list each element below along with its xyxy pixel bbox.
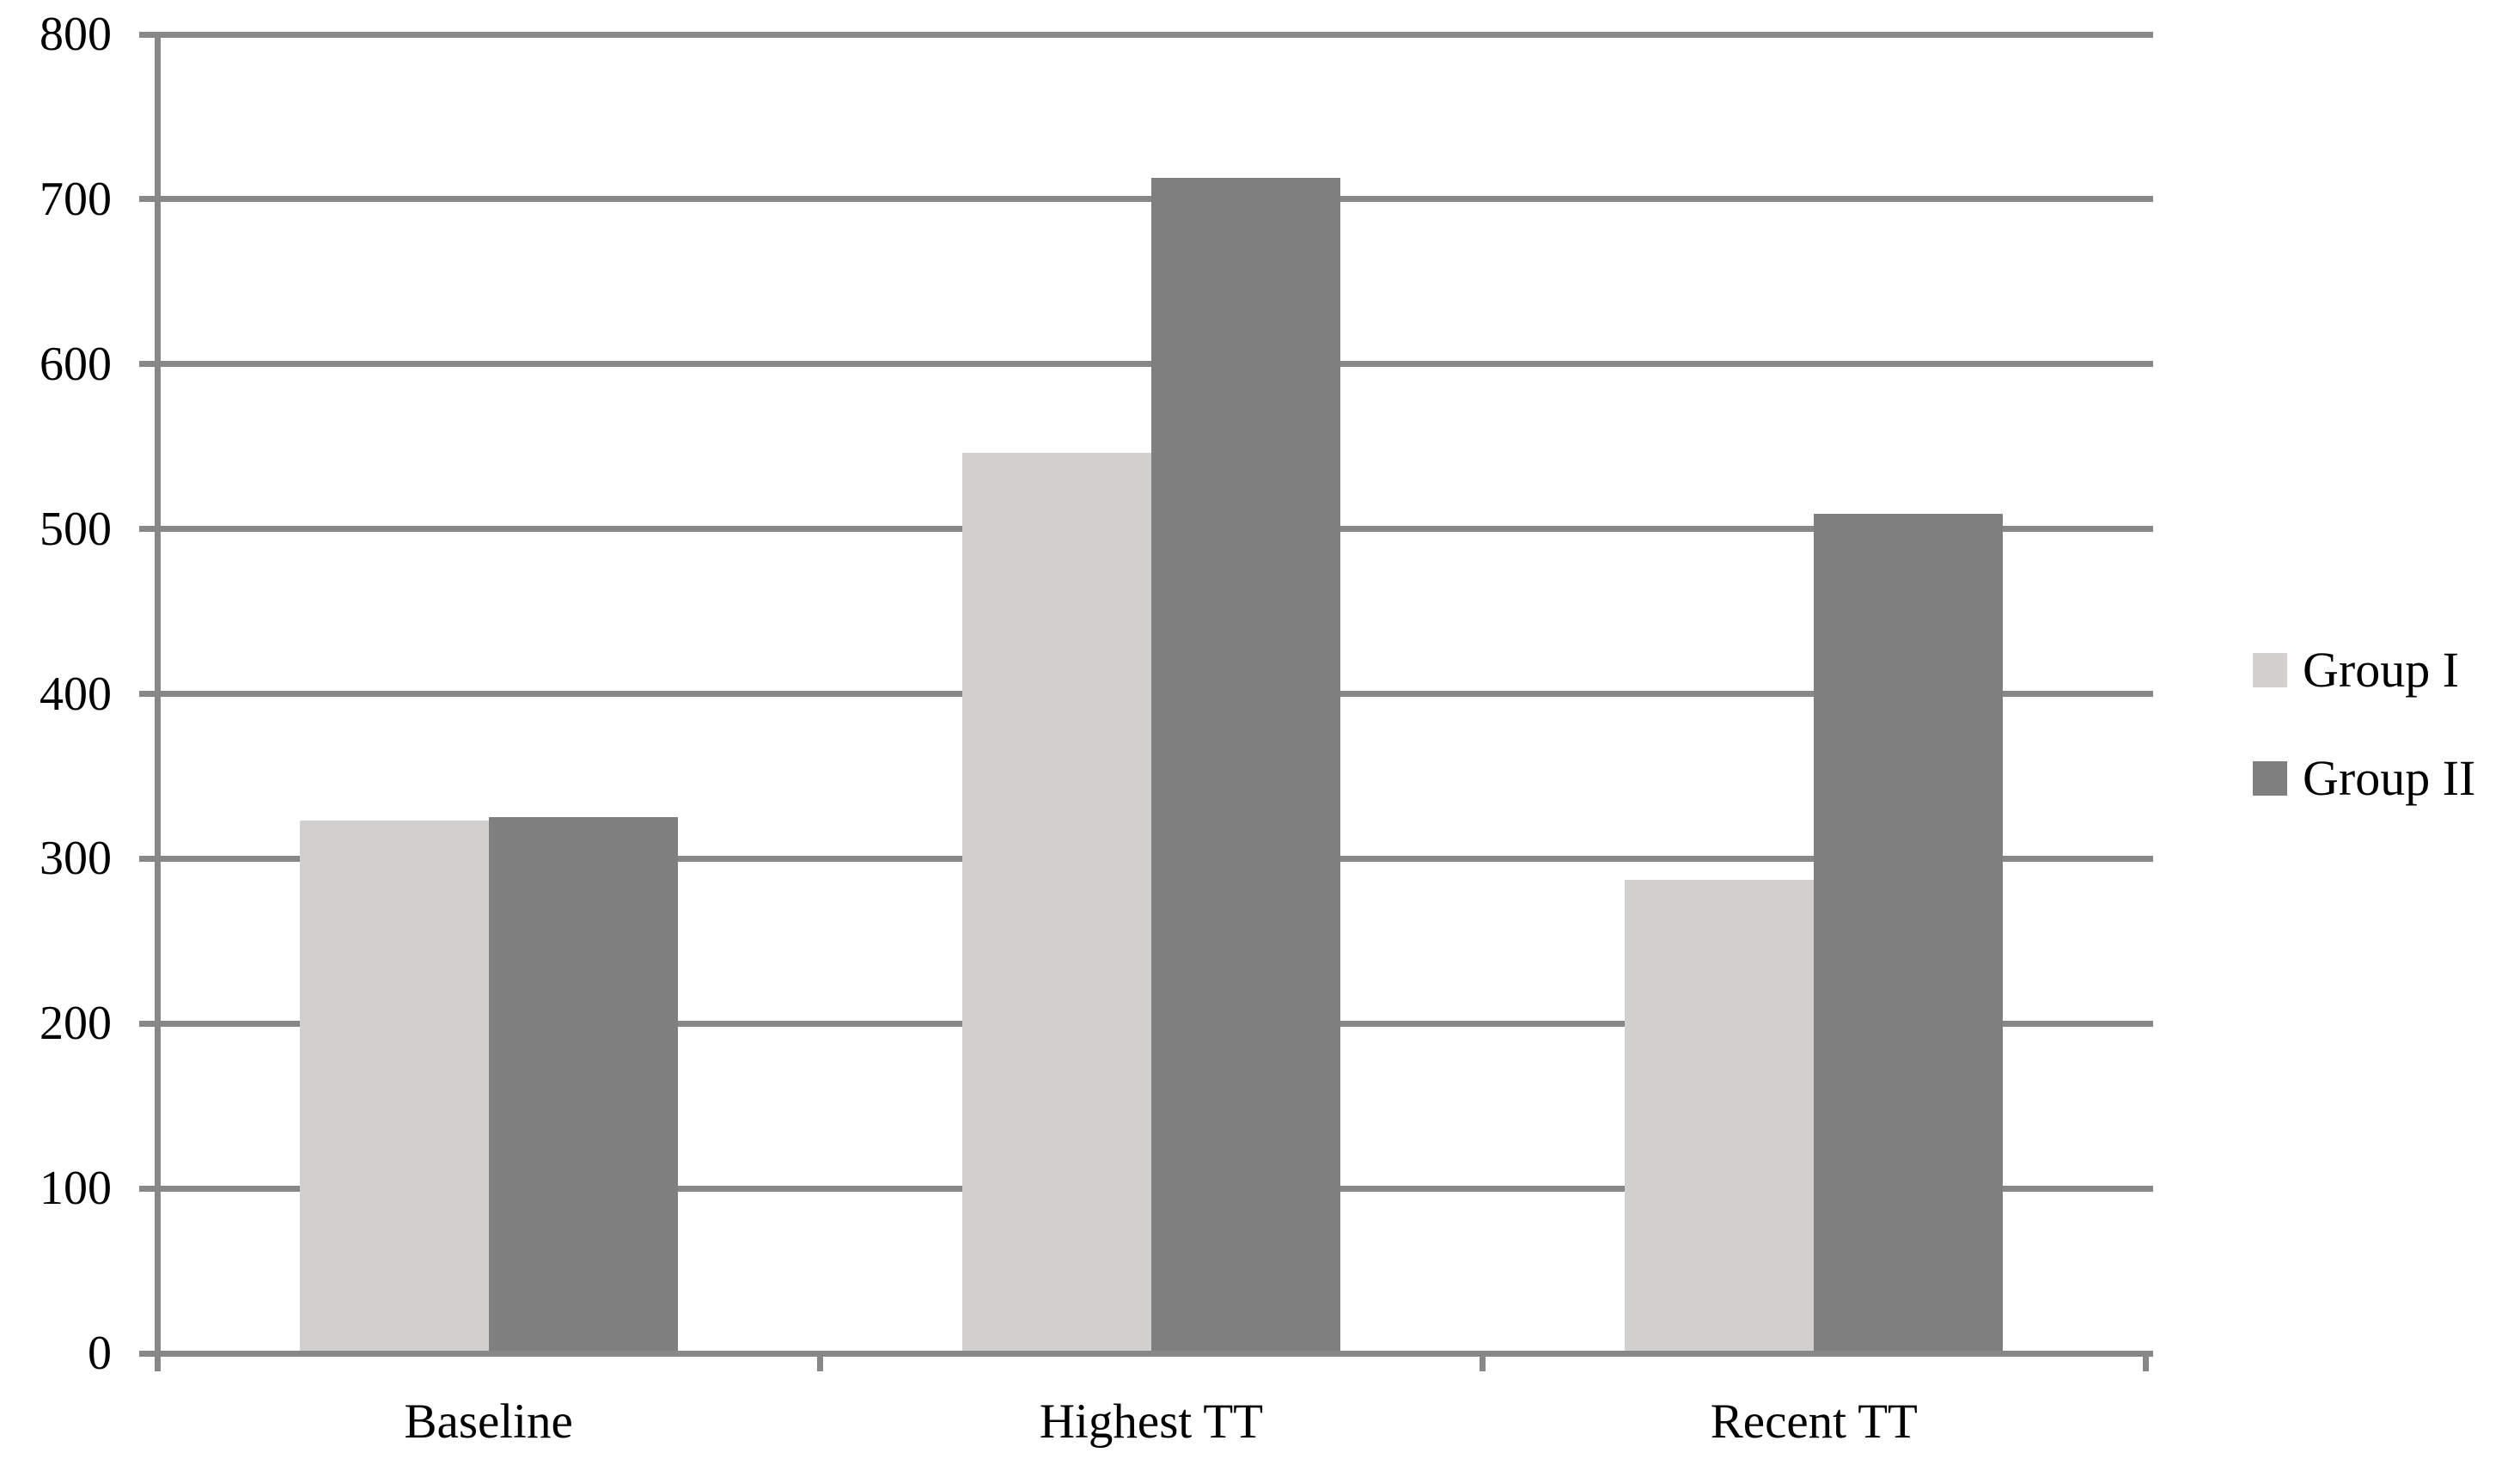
x-axis-label-recent-tt: Recent TT — [1710, 1395, 1918, 1449]
y-axis-label: 300 — [40, 832, 112, 886]
y-axis-label: 0 — [88, 1327, 112, 1380]
legend-label-group-i: Group I — [2303, 642, 2460, 698]
bar-group-ii-recent-tt — [1814, 514, 2004, 1353]
bar-group-i-highest-tt — [962, 453, 1151, 1353]
legend-item-group-i: Group I — [2253, 645, 2475, 695]
y-axis-label: 100 — [40, 1162, 112, 1216]
bar-group-i-recent-tt — [1625, 880, 1815, 1353]
x-axis-line — [139, 1350, 2153, 1357]
x-axis-tick — [2142, 1353, 2149, 1371]
x-axis-tick — [816, 1353, 823, 1371]
bar-group-ii-highest-tt — [1151, 177, 1340, 1353]
x-axis-tick — [1480, 1353, 1486, 1371]
y-axis-label: 800 — [40, 8, 112, 61]
y-axis-label: 700 — [40, 172, 112, 226]
y-axis-label: 600 — [40, 337, 112, 391]
x-axis-tick — [154, 1353, 161, 1371]
legend-swatch-group-ii — [2253, 761, 2287, 796]
y-axis-label: 400 — [40, 667, 112, 721]
gridline — [139, 31, 2153, 38]
gridline — [139, 196, 2153, 203]
y-axis-label: 500 — [40, 502, 112, 556]
y-axis-label: 200 — [40, 997, 112, 1051]
y-axis-line — [154, 31, 161, 1371]
legend-label-group-ii: Group II — [2303, 750, 2476, 806]
bar-group-i-baseline — [299, 821, 489, 1353]
legend-item-group-ii: Group II — [2253, 754, 2475, 803]
bar-group-ii-baseline — [488, 817, 678, 1353]
gridline — [139, 361, 2153, 368]
x-axis-label-highest-tt: Highest TT — [1039, 1395, 1264, 1449]
legend-swatch-group-i — [2253, 653, 2287, 687]
legend: Group I Group II — [2253, 645, 2475, 803]
x-axis-label-baseline: Baseline — [404, 1395, 573, 1449]
